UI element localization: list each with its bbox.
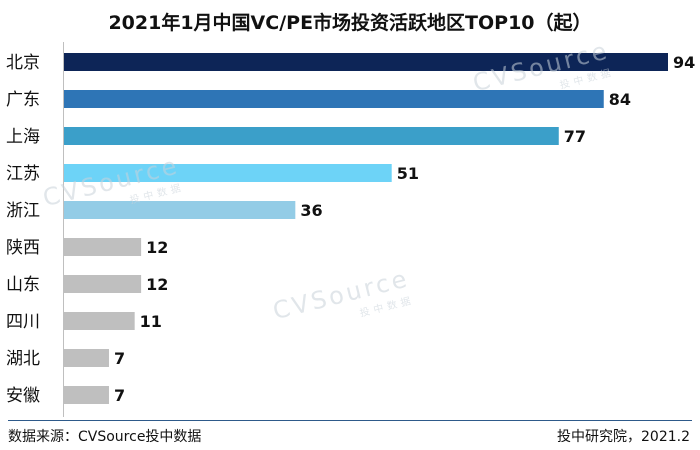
bar	[64, 201, 296, 219]
category-label: 山东	[6, 275, 40, 295]
category-label: 陕西	[6, 238, 40, 258]
category-label: 广东	[6, 90, 40, 110]
value-label: 84	[609, 90, 631, 109]
bar	[64, 349, 109, 367]
category-label: 浙江	[6, 201, 40, 221]
source-note: 数据来源：CVSource投中数据	[8, 429, 202, 445]
bar-chart: 北京 94 广东 84 上海 77 江苏 51 浙江 36 陕西 12 山东 12 四川 11 湖北 7 安徽 7	[6, 42, 695, 417]
publisher-note: 投中研究院，2021.2	[557, 429, 690, 445]
category-label: 四川	[6, 312, 40, 332]
chart-title: 2021年1月中国VC/PE市场投资活跃地区TOP10（起）	[108, 12, 592, 34]
bar	[64, 53, 668, 71]
category-label: 北京	[6, 53, 40, 73]
value-label: 11	[140, 312, 162, 331]
value-label: 12	[146, 275, 168, 294]
value-label: 7	[114, 386, 125, 405]
category-label: 上海	[6, 127, 40, 147]
bar	[64, 127, 559, 145]
value-label: 7	[114, 349, 125, 368]
bar	[64, 238, 142, 256]
value-label: 36	[300, 201, 322, 220]
value-label: 51	[397, 164, 419, 183]
bar	[64, 386, 109, 404]
value-label: 94	[673, 53, 695, 72]
bar	[64, 312, 135, 330]
value-label: 12	[146, 238, 168, 257]
bars-layer: 北京 94 广东 84 上海 77 江苏 51 浙江 36 陕西 12 山东 12 四川 11 湖北 7 安徽 7	[6, 53, 695, 406]
category-label: 湖北	[6, 349, 40, 369]
bar	[64, 275, 142, 293]
bar	[64, 90, 604, 108]
footer-divider	[8, 420, 692, 421]
value-label: 77	[564, 127, 586, 146]
category-label: 安徽	[6, 386, 40, 406]
bar	[64, 164, 392, 182]
category-label: 江苏	[6, 164, 40, 184]
